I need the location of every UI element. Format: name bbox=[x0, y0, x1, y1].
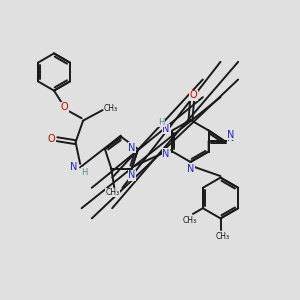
Text: N: N bbox=[162, 149, 169, 159]
Text: N: N bbox=[227, 133, 235, 143]
Text: N: N bbox=[128, 142, 136, 153]
Text: O: O bbox=[61, 102, 68, 112]
Text: CH₃: CH₃ bbox=[104, 104, 118, 113]
Text: CH₃: CH₃ bbox=[182, 216, 197, 225]
Text: N: N bbox=[70, 162, 77, 172]
Text: H: H bbox=[158, 118, 164, 127]
Text: N: N bbox=[227, 130, 235, 140]
Text: O: O bbox=[48, 134, 56, 144]
Text: N: N bbox=[128, 170, 135, 180]
Text: O: O bbox=[190, 90, 197, 100]
Text: CH₃: CH₃ bbox=[106, 188, 120, 197]
Text: CH₃: CH₃ bbox=[216, 232, 230, 241]
Text: N: N bbox=[162, 124, 169, 134]
Text: N: N bbox=[187, 164, 194, 174]
Text: H: H bbox=[81, 168, 88, 177]
